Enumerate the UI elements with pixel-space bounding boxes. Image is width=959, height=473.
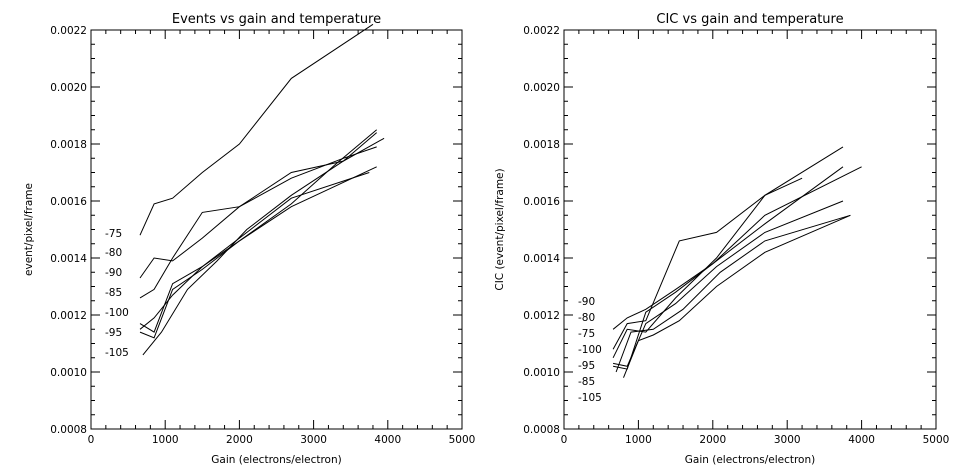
chart-panel-1: Events vs gain and temperature 0 1000 2000 3… [23, 12, 475, 466]
series-line-minus-100 [139, 172, 370, 333]
x-tick-label: 4000 [374, 434, 401, 446]
y-tick-label: 0.0010 [523, 367, 560, 379]
chart-title: Events vs gain and temperature [172, 12, 381, 27]
x-tick-label: 0 [561, 434, 568, 446]
y-tick-label: 0.0020 [50, 82, 87, 94]
x-tick-label: 1000 [152, 434, 179, 446]
y-tick-label: 0.0016 [523, 196, 560, 208]
series-line-minus-100 [613, 166, 862, 370]
y-tick-label: 0.0008 [523, 424, 560, 436]
x-axis-label: Gain (electrons/electron) [211, 454, 341, 466]
x-axis-label: Gain (electrons/electron) [685, 454, 815, 466]
x-tick-label: 3000 [300, 434, 327, 446]
series-line-minus-95 [612, 200, 844, 367]
series-line-minus-90 [612, 166, 844, 330]
x-tick-label: 2000 [226, 434, 253, 446]
y-tick-label: 0.0014 [50, 253, 87, 265]
y-tick-label: 0.0020 [523, 82, 560, 94]
x-tick-label: 1000 [625, 434, 652, 446]
series-label: -85 [105, 287, 122, 299]
series-line-minus-105 [623, 214, 851, 378]
series-line-minus-80 [612, 177, 803, 350]
y-tick-label: 0.0018 [50, 139, 87, 151]
series-line-minus-75 [139, 23, 374, 236]
series-label: -95 [578, 360, 595, 372]
series-label: -80 [105, 247, 122, 259]
series-line-minus-105 [142, 132, 378, 356]
series-line-minus-95 [139, 166, 377, 339]
series-label: -80 [578, 312, 595, 324]
y-axis-label: CIC (event/pixel/frame) [494, 168, 506, 290]
series-label: -75 [105, 228, 122, 240]
series-line-minus-90 [139, 137, 385, 299]
x-tick-label: 0 [88, 434, 95, 446]
y-tick-label: 0.0008 [50, 424, 87, 436]
y-tick-label: 0.0012 [523, 310, 560, 322]
y-tick-label: 0.0022 [523, 25, 560, 37]
chart-panel-2: CIC vs gain and temperature 0 1000 2000 3000… [494, 12, 949, 466]
series-label: -90 [578, 296, 595, 308]
y-tick-label: 0.0018 [523, 139, 560, 151]
chart-title: CIC vs gain and temperature [656, 12, 843, 27]
series-label: -85 [578, 376, 595, 388]
x-tick-label: 4000 [848, 434, 875, 446]
series-label: -100 [578, 344, 602, 356]
x-tick-label: 5000 [923, 434, 950, 446]
plot-frame [90, 29, 463, 430]
y-tick-label: 0.0022 [50, 25, 87, 37]
series-line-minus-75 [612, 146, 844, 359]
y-axis-label: event/pixel/frame [23, 183, 35, 276]
series-label: -105 [105, 347, 129, 359]
y-tick-label: 0.0010 [50, 367, 87, 379]
x-tick-label: 3000 [774, 434, 801, 446]
y-tick-label: 0.0014 [523, 253, 560, 265]
series-line-minus-85 [139, 129, 378, 330]
series-label: -95 [105, 327, 122, 339]
x-tick-label: 2000 [699, 434, 726, 446]
series-label: -90 [105, 267, 122, 279]
y-tick-label: 0.0016 [50, 196, 87, 208]
series-label: -105 [578, 392, 602, 404]
series-label: -100 [105, 307, 129, 319]
series-line-minus-85 [615, 214, 851, 373]
y-tick-label: 0.0012 [50, 310, 87, 322]
series-label: -75 [578, 328, 595, 340]
x-tick-label: 5000 [449, 434, 476, 446]
series-line-minus-80 [139, 146, 377, 279]
